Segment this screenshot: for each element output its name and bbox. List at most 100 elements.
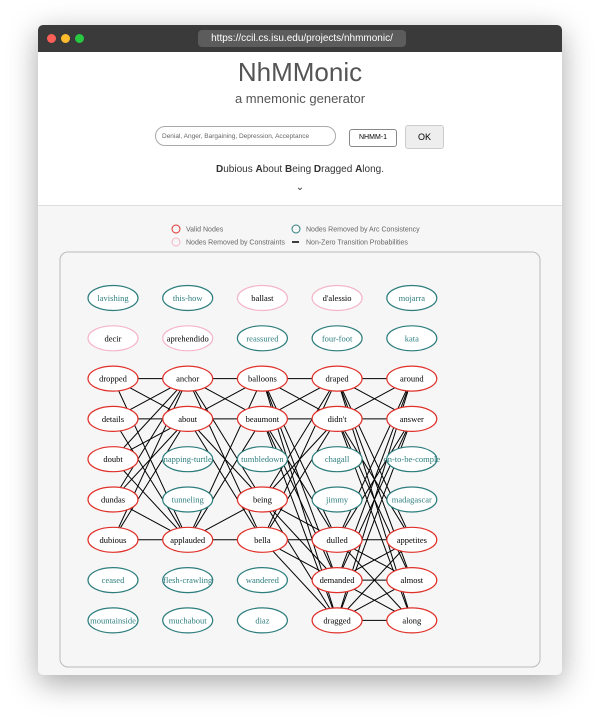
legend-swatch <box>171 237 181 247</box>
node <box>311 526 363 553</box>
node <box>236 365 288 392</box>
node <box>386 405 438 432</box>
node-label: bella <box>254 535 271 545</box>
node-label: chagall <box>325 454 350 464</box>
node <box>87 405 139 432</box>
minimize[interactable] <box>61 34 70 43</box>
result: Dubious About Being Dragged Along. <box>216 164 384 175</box>
title-bar: https://ccil.cs.isu.edu/projects/nhmmoni… <box>38 25 562 52</box>
transition-edge <box>112 378 189 500</box>
browser-window: https://ccil.cs.isu.edu/projects/nhmmoni… <box>38 25 562 675</box>
node-label: about <box>178 414 198 424</box>
node <box>162 325 214 352</box>
node-label: almost <box>400 575 423 585</box>
node-label: muchabout <box>169 615 207 625</box>
legend-label: Nodes Removed by Constraints <box>186 240 285 247</box>
node-label: ballast <box>251 293 274 303</box>
transition-edge <box>112 378 189 541</box>
legend-swatch <box>171 224 181 234</box>
node-label: dragged <box>323 615 351 625</box>
ok-button[interactable]: OK <box>405 125 444 149</box>
node-label: this-how <box>173 293 204 303</box>
node <box>87 567 139 594</box>
transition-edge <box>112 418 189 541</box>
node-label: didn't <box>328 414 348 424</box>
node-label: ceased <box>102 575 125 585</box>
legend-label: Non-Zero Transition Probabilities <box>306 240 408 247</box>
node <box>236 607 288 634</box>
node <box>311 365 363 392</box>
node-label: demanded <box>320 575 356 585</box>
node <box>236 284 288 312</box>
node <box>386 325 438 352</box>
node <box>87 486 139 513</box>
node-label: aprehendido <box>167 333 209 343</box>
transition-edge <box>112 458 189 541</box>
legend-label: Valid Nodes <box>186 227 224 234</box>
node <box>87 325 139 352</box>
expand-chevron[interactable]: ⌄ <box>295 182 305 193</box>
zoom[interactable] <box>75 34 84 43</box>
app-subtitle: a mnemonic generator <box>234 91 366 106</box>
legend-label: Nodes Removed by Arc Consistency <box>306 227 420 234</box>
transition-edge <box>187 378 263 541</box>
node-label: tunneling <box>172 495 205 505</box>
transition-edge <box>112 378 189 460</box>
node <box>162 486 214 513</box>
transition-edge <box>261 418 338 581</box>
node-label: being <box>253 495 273 505</box>
node <box>236 325 288 352</box>
close[interactable] <box>47 34 56 43</box>
transition-edge <box>187 378 263 500</box>
node <box>162 405 214 432</box>
node-label: anchor <box>176 374 199 384</box>
node-label: mojarra <box>399 293 426 303</box>
node-label: flesh-crawling <box>163 575 213 585</box>
graph: Valid Nodes Nodes Removed by Arc Consiste… <box>59 224 541 668</box>
node <box>162 526 214 553</box>
node-label: decir <box>105 333 122 343</box>
node <box>311 284 363 312</box>
node-label: kata <box>405 333 419 343</box>
node <box>311 607 363 634</box>
node <box>311 446 363 473</box>
node-label: dundas <box>101 495 125 505</box>
url-bar[interactable]: https://ccil.cs.isu.edu/projects/nhmmoni… <box>198 30 406 47</box>
node-label: wandered <box>246 575 280 585</box>
node <box>311 325 363 352</box>
node <box>162 446 214 473</box>
node <box>162 365 214 392</box>
legend-swatch <box>291 224 301 234</box>
text-input[interactable]: Denial, Anger, Bargaining, Depression, A… <box>155 126 336 146</box>
node-label: answer <box>400 414 424 424</box>
node-label: d'alessio <box>323 293 352 303</box>
node <box>236 486 288 513</box>
node-label: jimmy <box>325 495 349 505</box>
node <box>87 607 139 634</box>
transition-edge <box>336 378 413 541</box>
node <box>311 405 363 432</box>
node <box>386 486 438 513</box>
node-label: along <box>402 615 422 625</box>
node-label: napping-turtle <box>164 454 212 464</box>
node <box>87 446 139 473</box>
node-label: applauded <box>170 535 206 545</box>
node <box>311 486 363 513</box>
transition-edge <box>262 539 338 621</box>
node-label: balloons <box>248 374 277 384</box>
node <box>386 365 438 392</box>
header: NhMMonic a mnemonic generator Denial, An… <box>38 52 562 206</box>
node <box>386 526 438 553</box>
transition-edge <box>336 539 413 621</box>
node <box>236 405 288 432</box>
node-label: tumbledown <box>241 454 284 464</box>
node <box>87 526 139 553</box>
model-select[interactable]: NHMM-1 <box>349 129 397 147</box>
transition-edge <box>261 378 338 541</box>
node <box>236 567 288 594</box>
node-label: madagascar <box>392 495 432 505</box>
transition-edge <box>187 418 263 541</box>
node <box>87 284 139 312</box>
node-label: reassured <box>246 333 279 343</box>
